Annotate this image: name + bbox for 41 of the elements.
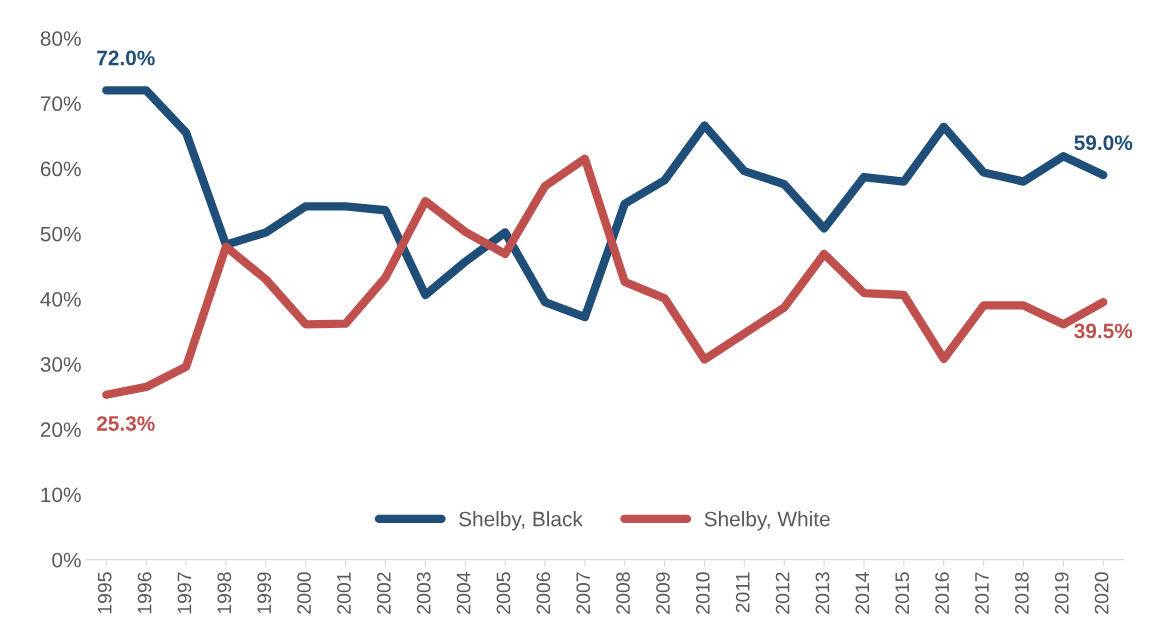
- x-tick-label: 1997: [177, 572, 192, 614]
- x-tick-label: 2001: [337, 572, 351, 614]
- y-tick-label: 70%: [40, 96, 81, 112]
- legend-label: Shelby, Black: [459, 511, 583, 531]
- x-tick-label: 1998: [217, 572, 232, 614]
- x-tick-label: 1995: [97, 572, 112, 614]
- x-tick-label: 2000: [297, 572, 311, 614]
- legend-label: Shelby, White: [704, 511, 830, 531]
- y-tick-label: 10%: [41, 487, 81, 503]
- x-tick-label: 1996: [137, 572, 152, 614]
- x-tick-label: 2017: [975, 572, 989, 614]
- x-tick-label: 2006: [536, 572, 551, 614]
- y-tick-label: 80%: [40, 31, 81, 46]
- x-tick-label: 2009: [656, 572, 670, 614]
- x-tick-label: 2010: [695, 572, 710, 614]
- y-tick-label: 60%: [40, 161, 81, 177]
- y-tick-label: 40%: [40, 291, 81, 307]
- x-tick-label: 2014: [855, 572, 870, 614]
- x-tick-label: 2019: [1054, 572, 1069, 614]
- data-label: 39.5%: [1074, 323, 1133, 339]
- x-tick-label: 2013: [815, 572, 830, 614]
- data-label: 59.0%: [1074, 135, 1133, 151]
- y-tick-label: 20%: [40, 422, 81, 438]
- x-tick-label: 2005: [496, 572, 511, 614]
- x-tick-label: 2011: [735, 572, 750, 613]
- y-tick-label: 30%: [40, 357, 81, 372]
- x-tick-label: 2016: [935, 572, 949, 614]
- x-tick-label: 2007: [576, 572, 591, 614]
- x-tick-label: 2004: [456, 572, 471, 614]
- x-tick-label: 2018: [1014, 572, 1029, 614]
- x-tick-label: 2020: [1094, 572, 1109, 614]
- x-tick-label: 2002: [376, 572, 391, 614]
- y-tick-label: 50%: [40, 226, 81, 242]
- x-tick-label: 1999: [257, 572, 272, 614]
- x-tick-label: 2003: [416, 572, 431, 614]
- data-label: 25.3%: [96, 416, 155, 431]
- y-tick-label: 0%: [52, 552, 81, 568]
- x-tick-label: 2008: [616, 572, 630, 614]
- x-tick-label: 2012: [775, 572, 790, 614]
- x-tick-label: 2015: [895, 572, 910, 614]
- data-label: 72.0%: [97, 50, 155, 66]
